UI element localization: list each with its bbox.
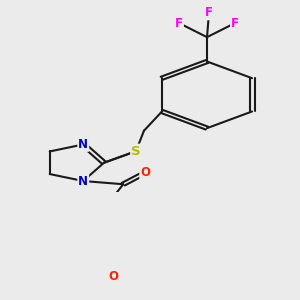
Text: N: N — [78, 138, 88, 151]
Text: S: S — [131, 145, 141, 158]
Text: F: F — [231, 16, 239, 30]
Text: F: F — [175, 16, 183, 30]
Text: O: O — [140, 166, 150, 179]
Text: F: F — [205, 6, 213, 19]
Text: O: O — [108, 270, 118, 283]
Text: N: N — [78, 175, 88, 188]
